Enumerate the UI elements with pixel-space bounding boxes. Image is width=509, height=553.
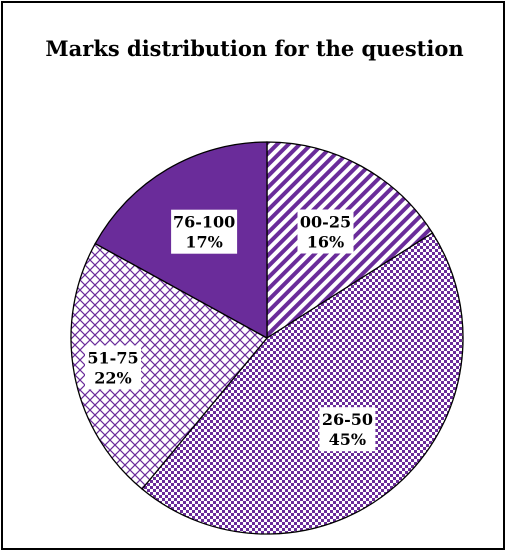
slice-category-label: 76-100 xyxy=(173,213,235,232)
slice-label-background xyxy=(85,345,141,390)
slice-category-label: 00-25 xyxy=(300,213,351,232)
slice-label-background xyxy=(297,209,354,254)
slice-category-label: 26-50 xyxy=(322,410,373,429)
chart-title: Marks distribution for the question xyxy=(45,36,464,61)
slice-category-label: 51-75 xyxy=(87,348,138,367)
slice-label-background xyxy=(319,407,376,452)
slice-percent-label: 45% xyxy=(329,430,366,449)
pie-slice-51-75 xyxy=(70,242,269,490)
pie-slice-26-50 xyxy=(141,232,464,535)
slice-percent-label: 22% xyxy=(94,368,131,387)
slice-percent-label: 16% xyxy=(307,233,344,252)
pie-slices xyxy=(70,141,464,535)
slice-percent-label: 17% xyxy=(185,233,222,252)
slice-label-background xyxy=(171,209,238,254)
